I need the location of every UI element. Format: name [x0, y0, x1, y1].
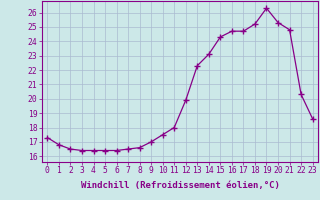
X-axis label: Windchill (Refroidissement éolien,°C): Windchill (Refroidissement éolien,°C): [81, 181, 279, 190]
